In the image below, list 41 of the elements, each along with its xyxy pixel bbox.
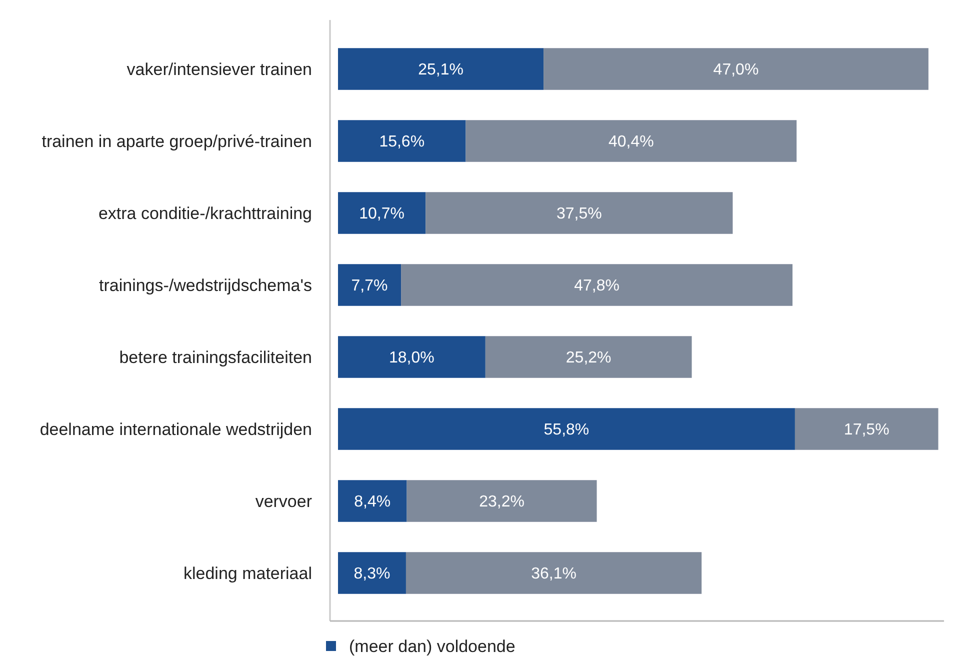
bar [338,408,795,450]
bar [426,192,733,234]
bar [338,552,406,594]
bar [338,336,486,378]
data-label: 25,1% [418,62,464,79]
data-label: 47,8% [574,278,620,295]
bar [338,192,426,234]
data-label: 47,0% [713,62,759,79]
legend-label: (meer dan) voldoende [349,636,516,656]
bar [338,264,402,306]
y-tick-label: extra conditie-/krachttraining [98,204,312,223]
data-label: 55,8% [544,422,590,439]
data-label: 25,2% [566,350,612,367]
data-label: 37,5% [556,206,602,223]
bar [544,48,928,90]
bar [794,408,938,450]
bar [338,48,544,90]
bar [406,480,597,522]
bar [406,552,702,594]
data-label: 18,0% [389,350,434,367]
bar [338,480,407,522]
y-tick-label: betere trainingsfaciliteiten [119,348,312,367]
data-label: 8,4% [354,494,391,511]
y-tick-label: trainen in aparte groep/privé-trainen [42,132,312,151]
y-tick-label: vaker/intensiever trainen [126,60,312,79]
data-label: 10,7% [359,206,404,223]
data-label: 17,5% [844,422,890,439]
data-label: 8,3% [354,566,390,583]
bar [338,120,466,162]
data-label: 40,4% [608,134,654,151]
y-tick-label: deelname internationale wedstrijden [40,420,312,439]
y-tick-label: trainings-/wedstrijdschema's [99,276,312,295]
data-label: 23,2% [479,494,524,511]
y-tick-label: vervoer [255,492,312,511]
bar [485,336,692,378]
data-label: 7,7% [351,278,388,295]
bar [401,264,792,306]
data-label: 15,6% [379,134,425,151]
data-label: 36,1% [531,566,576,583]
bar [466,120,797,162]
y-tick-label: kleding materiaal [183,564,312,583]
